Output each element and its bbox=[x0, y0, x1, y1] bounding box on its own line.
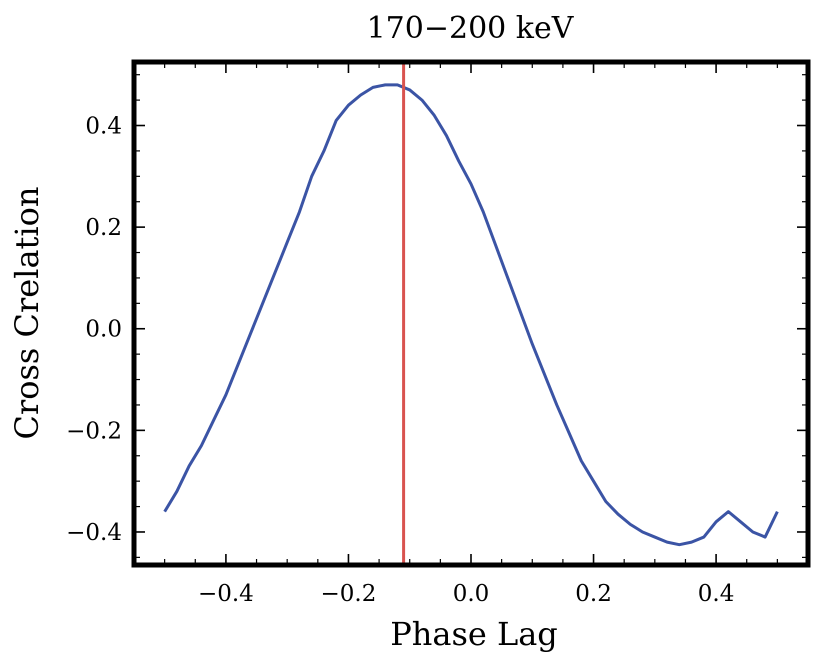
plot-area: −0.4 −0.2 0.0 0.2 0.4 −0.4 −0.2 0.0 0.2 0.4 bbox=[66, 59, 811, 607]
x-tick-label: −0.2 bbox=[321, 581, 377, 607]
y-tick-label: 0.4 bbox=[85, 114, 122, 140]
x-axis-label: Phase Lag bbox=[390, 615, 558, 653]
chart-title: 170−200 keV bbox=[367, 11, 575, 46]
x-tick-label: −0.4 bbox=[198, 581, 254, 607]
y-tick-label: 0.0 bbox=[85, 317, 122, 343]
y-tick-label: −0.4 bbox=[66, 520, 122, 546]
x-tick-label: 0.2 bbox=[575, 581, 612, 607]
x-tick-label: 0.4 bbox=[698, 581, 735, 607]
y-tick-label: −0.2 bbox=[66, 418, 122, 444]
plot-frame bbox=[131, 59, 811, 568]
y-tick-label: 0.2 bbox=[85, 215, 122, 241]
series-line-0 bbox=[163, 83, 779, 547]
x-tick-label: 0.0 bbox=[453, 581, 490, 607]
y-axis-label: Cross Crelation bbox=[8, 186, 46, 439]
